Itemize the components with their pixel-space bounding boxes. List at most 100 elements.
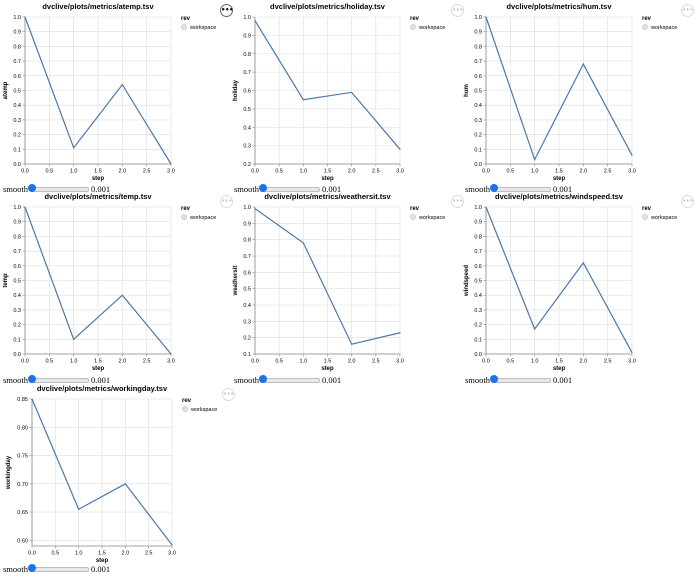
data-point: [631, 351, 633, 354]
slider-thumb[interactable]: [28, 375, 37, 383]
x-tick-label: 0.5: [275, 169, 283, 175]
y-tick-label: 1.0: [13, 205, 21, 211]
slider-thumb[interactable]: [259, 375, 268, 383]
smooth-value: 0.001: [553, 184, 573, 194]
x-axis-label: step: [553, 176, 566, 182]
slider-track[interactable]: [260, 187, 321, 192]
smooth-slider[interactable]: [259, 375, 321, 385]
x-tick-label: 1.5: [555, 169, 563, 175]
y-tick-label: 0.6: [243, 270, 251, 276]
legend-swatch[interactable]: [180, 213, 188, 221]
slider-thumb[interactable]: [259, 184, 268, 192]
legend-label[interactable]: workspace: [418, 215, 445, 221]
chart-panel-holiday: dvclive/plots/metrics/holiday.tsv 0.0 0.5 1…: [229, 0, 467, 200]
y-tick-label: 0.3: [13, 308, 21, 314]
chart-title: dvclive/plots/metrics/holiday.tsv: [270, 2, 386, 11]
x-tick-label: 0.5: [46, 169, 54, 175]
y-tick-label: 0.8: [243, 52, 251, 58]
data-point: [73, 147, 75, 149]
y-tick-label: 0.8: [13, 234, 21, 240]
chart-holiday: dvclive/plots/metrics/holiday.tsv 0.0 0.5 1…: [233, 2, 445, 182]
y-axis-label: workingday: [6, 455, 12, 490]
y-tick-label: 0.7: [13, 249, 21, 255]
smooth-slider[interactable]: [490, 375, 552, 385]
slider-track[interactable]: [491, 187, 552, 192]
smooth-slider[interactable]: [28, 184, 90, 194]
legend-label[interactable]: workspace: [418, 25, 445, 31]
smooth-label: smooth: [465, 184, 491, 194]
x-tick-label: 2.0: [119, 359, 127, 365]
y-tick-label: 0.3: [474, 308, 482, 314]
data-point: [121, 84, 123, 86]
smooth-label: smooth: [234, 184, 260, 194]
x-tick-label: 1.0: [300, 359, 308, 365]
more-horizontal-icon[interactable]: •••: [220, 195, 233, 208]
y-tick-label: 0.85: [17, 397, 28, 403]
slider-track[interactable]: [29, 378, 90, 383]
more-horizontal-icon[interactable]: •••: [681, 195, 694, 208]
legend-label[interactable]: workspace: [650, 25, 677, 31]
legend-swatch[interactable]: [181, 405, 189, 413]
legend-swatch[interactable]: [641, 213, 649, 221]
slider-thumb[interactable]: [28, 564, 37, 572]
x-tick-label: 1.5: [98, 551, 106, 557]
x-tick-label: 0.0: [251, 169, 259, 175]
legend-label[interactable]: workspace: [189, 215, 216, 221]
more-horizontal-icon[interactable]: •••: [451, 195, 464, 208]
more-horizontal-icon[interactable]: •••: [451, 4, 464, 17]
legend-label[interactable]: workspace: [189, 25, 216, 31]
legend-swatch[interactable]: [180, 23, 188, 31]
x-tick-label: 3.0: [396, 359, 404, 365]
more-horizontal-icon[interactable]: •••: [681, 4, 694, 17]
data-point: [399, 332, 401, 334]
smooth-slider[interactable]: [259, 184, 321, 194]
legend-title: rev: [182, 398, 192, 404]
y-axis-label: windspeed: [464, 265, 470, 297]
smooth-slider[interactable]: [28, 564, 90, 574]
chart-title: dvclive/plots/metrics/workingday.tsv: [37, 384, 168, 393]
data-point: [582, 63, 584, 65]
slider-thumb[interactable]: [490, 184, 499, 192]
y-tick-label: 0.5: [474, 89, 482, 95]
y-tick-label: 0.0: [13, 352, 21, 358]
y-tick-label: 0.4: [243, 125, 251, 131]
y-tick-label: 0.5: [243, 287, 251, 293]
slider-track[interactable]: [29, 187, 90, 192]
y-tick-label: 0.1: [474, 337, 482, 343]
x-tick-label: 2.5: [143, 359, 151, 365]
slider-track[interactable]: [491, 378, 552, 383]
more-horizontal-icon[interactable]: •••: [220, 4, 233, 17]
slider-track[interactable]: [29, 567, 90, 572]
smooth-value: 0.001: [553, 375, 573, 385]
y-tick-label: 0.65: [17, 510, 28, 516]
more-horizontal-icon[interactable]: •••: [222, 388, 235, 401]
x-tick-label: 0.5: [507, 359, 515, 365]
smooth-slider[interactable]: [28, 375, 90, 385]
data-point: [582, 262, 584, 264]
legend-swatch[interactable]: [409, 23, 417, 31]
legend-swatch[interactable]: [641, 23, 649, 31]
legend-title: rev: [181, 206, 191, 212]
smooth-slider[interactable]: [490, 184, 552, 194]
series-line-workspace: [24, 206, 172, 355]
smooth-value: 0.001: [322, 184, 342, 194]
smooth-label: smooth: [3, 184, 29, 194]
slider-track[interactable]: [260, 378, 321, 383]
chart-title: dvclive/plots/metrics/hum.tsv: [506, 2, 612, 11]
slider-thumb[interactable]: [490, 375, 499, 383]
legend-label[interactable]: workspace: [650, 215, 677, 221]
smooth-control: smooth 0.001: [3, 563, 110, 575]
data-point: [24, 16, 26, 18]
legend-title: rev: [642, 206, 652, 212]
y-tick-label: 0.60: [17, 538, 28, 544]
y-tick-label: 0.6: [243, 89, 251, 95]
legend-swatch[interactable]: [409, 213, 417, 221]
y-tick-label: 0.70: [17, 482, 28, 488]
chart-panel-windspeed: dvclive/plots/metrics/windspeed.tsv 0.0 0.…: [460, 192, 698, 395]
smooth-value: 0.001: [322, 375, 342, 385]
x-tick-label: 1.0: [531, 169, 539, 175]
legend-label[interactable]: workspace: [190, 407, 217, 413]
x-tick-label: 3.0: [396, 169, 404, 175]
slider-thumb[interactable]: [28, 184, 37, 192]
